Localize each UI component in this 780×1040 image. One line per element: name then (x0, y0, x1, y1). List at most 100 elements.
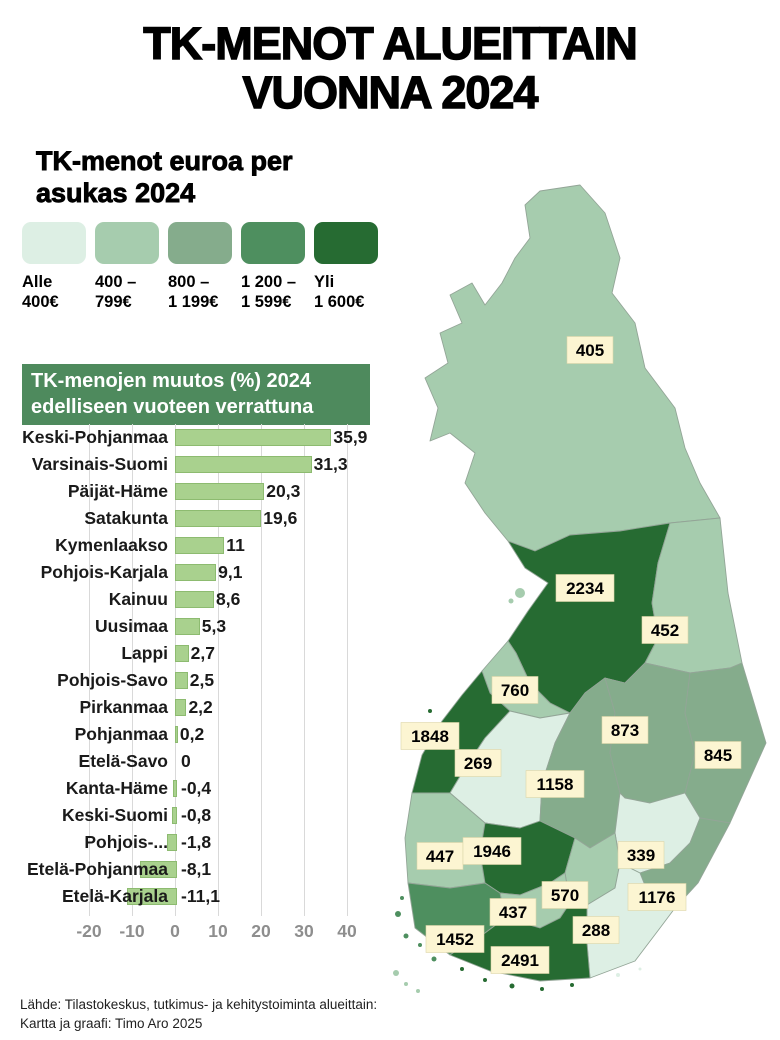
map-label-box (566, 336, 614, 364)
map-value-label-lappi: 405 (566, 336, 614, 364)
chart-row: Pohjois-... -1,8 (20, 829, 380, 856)
bar (175, 645, 189, 662)
legend-label-3: 800 –1 199€ (168, 273, 219, 312)
map-label-box (627, 883, 687, 911)
category-label: Pirkanmaa (79, 697, 168, 717)
chart-title: TK-menojen muutos (%) 2024 edelliseen vu… (22, 364, 370, 425)
map-label-value: 1158 (537, 775, 574, 794)
value-label: 31,3 (313, 454, 348, 474)
map-label-value: 447 (426, 847, 454, 866)
map-value-label-pohjois-pohjanmaa: 2234 (555, 574, 615, 602)
archipelago-islands (393, 588, 642, 993)
map-value-label-etela-savo: 339 (617, 841, 665, 869)
x-axis-tick: -20 (76, 921, 102, 941)
map-label-value: 288 (582, 921, 610, 940)
map-label-box (525, 770, 585, 798)
map-label-box (541, 881, 589, 909)
bar (175, 483, 265, 500)
map-label-box (416, 842, 464, 870)
bar (175, 726, 178, 743)
bar-chart: -20 -10 0 10 20 30 40 Keski-Pohjanmaa 35,9 Varsin… (20, 424, 380, 969)
chart-row: Kainuu 8,6 (20, 586, 380, 613)
map-label-value: 570 (551, 886, 579, 905)
region-lappi (424, 184, 721, 552)
legend-swatch-labels: Alle 400€ 400 –799€ 800 –1 199€ 1 200 –1 … (22, 272, 378, 312)
category-label: Lappi (121, 643, 168, 663)
map-label-box (572, 916, 620, 944)
source-note: Lähde: Tilastokeskus, tutkimus- ja kehit… (20, 997, 378, 1031)
bar (175, 591, 214, 608)
bar (171, 807, 177, 824)
chart-gridline (261, 424, 262, 916)
map-label-value: 437 (499, 903, 527, 922)
map-label-box (694, 741, 742, 769)
category-label: Keski-Suomi (62, 805, 168, 825)
map-value-label-pohjois-karjala: 845 (694, 741, 742, 769)
map-label-value: 1848 (411, 727, 449, 746)
value-label: -8,1 (181, 859, 212, 879)
map-value-label-satakunta: 447 (416, 842, 464, 870)
chart-row: Etelä-Pohjanmaa -8,1 (20, 856, 380, 883)
value-label: 2,5 (189, 670, 215, 690)
chart-row: Päijät-Häme 20,3 (20, 478, 380, 505)
map-label-box (489, 898, 537, 926)
map-value-label-pohjanmaa: 1848 (400, 722, 460, 750)
map-value-label-kymenlaakso: 288 (572, 916, 620, 944)
category-label: Satakunta (84, 508, 168, 528)
chart-row: Kanta-Häme -0,4 (20, 775, 380, 802)
map-value-label-varsinais-suomi: 1452 (425, 925, 485, 953)
chart-row: Etelä-Savo 0 (20, 748, 380, 775)
map-value-label-pirkanmaa: 1946 (462, 837, 522, 865)
chart-row: Uusimaa 5,3 (20, 613, 380, 640)
category-label: Varsinais-Suomi (31, 454, 168, 474)
bar (167, 834, 177, 851)
category-label: Pohjois-Savo (57, 670, 168, 690)
chart-gridline (175, 424, 176, 916)
value-label: 2,2 (188, 697, 213, 717)
legend-swatches (22, 222, 378, 264)
value-label: 5,3 (201, 616, 227, 636)
value-label: 2,7 (190, 643, 215, 663)
map-value-label-uusimaa: 2491 (490, 946, 550, 974)
map-value-label-paijat-hame: 570 (541, 881, 589, 909)
chart-row: Pohjanmaa 0,2 (20, 721, 380, 748)
bar (175, 537, 225, 554)
bar (175, 456, 312, 473)
map-label-value: 760 (501, 681, 529, 700)
x-axis-tick: 0 (170, 921, 180, 941)
page-title: TK-MENOT ALUEITTAIN VUONNA 2024 (0, 19, 780, 118)
x-axis-tick: -10 (119, 921, 145, 941)
category-label: Kainuu (108, 589, 168, 609)
x-axis-tick: 20 (251, 921, 271, 941)
map-label-box (425, 925, 485, 953)
value-label: 9,1 (218, 562, 243, 582)
bar (175, 618, 200, 635)
value-label: 0 (181, 751, 191, 771)
category-label: Keski-Pohjanmaa (22, 427, 168, 447)
bar (175, 672, 188, 689)
chart-gridline (132, 424, 133, 916)
chart-row: Pohjois-Savo 2,5 (20, 667, 380, 694)
map-label-box (454, 749, 502, 777)
legend-label-4: 1 200 –1 599€ (241, 273, 297, 312)
chart-row: Etelä-Karjala -11,1 (20, 883, 380, 910)
map-label-box (490, 946, 550, 974)
map-label-box (400, 722, 460, 750)
chart-gridline (218, 424, 219, 916)
map-label-value: 845 (704, 746, 732, 765)
legend-label-1: Alle 400€ (22, 273, 59, 312)
map-label-value: 1176 (639, 888, 676, 907)
value-label: 0,2 (179, 724, 205, 744)
bar (175, 510, 262, 527)
category-label: Uusimaa (95, 616, 168, 636)
map-label-box (617, 841, 665, 869)
chart-row: Pohjois-Karjala 9,1 (20, 559, 380, 586)
value-label: -1,8 (181, 832, 212, 852)
category-label: Etelä-Pohjanmaa (26, 859, 168, 879)
bar (175, 564, 217, 581)
category-label: Pohjois-Karjala (40, 562, 168, 582)
page-title-line2: VUONNA 2024 (242, 66, 539, 118)
legend-swatch-1 (22, 222, 86, 264)
legend-label-2: 400 –799€ (95, 273, 137, 312)
map-value-label-keski-pohjanmaa: 760 (491, 676, 539, 704)
